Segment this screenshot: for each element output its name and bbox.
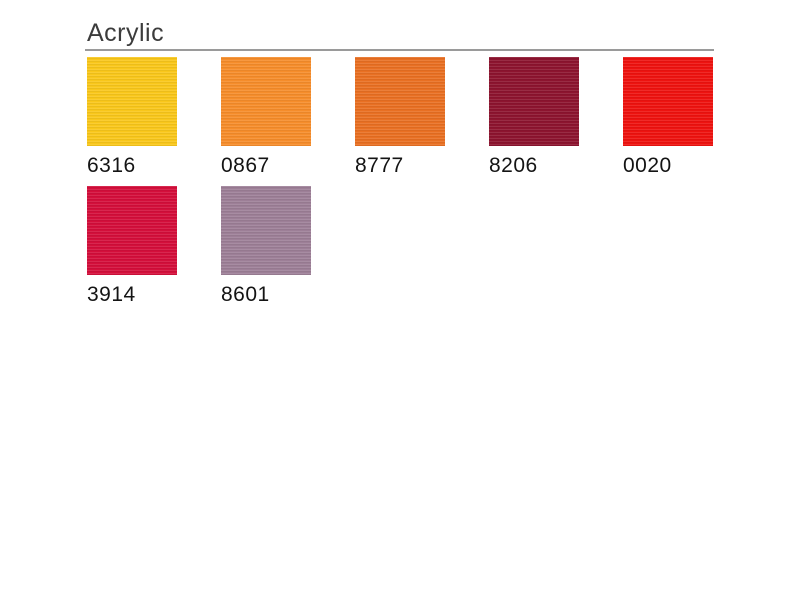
color-swatch-tile[interactable] (355, 57, 445, 147)
color-swatch-tile[interactable] (489, 57, 579, 147)
swatch-code-label: 0867 (221, 154, 270, 178)
swatch-cell: 0867 (221, 57, 311, 186)
swatch-grid: 6316 0867 8777 8206 (87, 57, 714, 315)
swatch-section: Acrylic 6316 0867 8777 (85, 20, 714, 315)
swatch-code-label: 8206 (489, 154, 538, 178)
swatch-cell: 8777 (355, 57, 445, 186)
title-divider (85, 49, 714, 52)
swatch-code-label: 6316 (87, 154, 136, 178)
color-swatch-tile[interactable] (87, 186, 177, 276)
swatch-cell: 8601 (221, 186, 311, 315)
color-swatch-tile[interactable] (623, 57, 713, 147)
swatch-cell: 8206 (489, 57, 579, 186)
swatch-code-label: 0020 (623, 154, 672, 178)
swatch-cell: 0020 (623, 57, 713, 186)
swatch-cell: 3914 (87, 186, 177, 315)
page-title: Acrylic (87, 19, 165, 47)
color-swatch-tile[interactable] (221, 57, 311, 147)
swatch-cell: 6316 (87, 57, 177, 186)
swatch-code-label: 8601 (221, 283, 270, 307)
swatch-code-label: 8777 (355, 154, 404, 178)
swatch-code-label: 3914 (87, 283, 136, 307)
color-swatch-tile[interactable] (87, 57, 177, 147)
color-swatch-tile[interactable] (221, 186, 311, 276)
